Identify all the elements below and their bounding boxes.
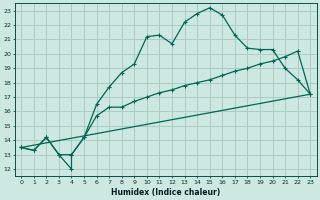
- X-axis label: Humidex (Indice chaleur): Humidex (Indice chaleur): [111, 188, 220, 197]
